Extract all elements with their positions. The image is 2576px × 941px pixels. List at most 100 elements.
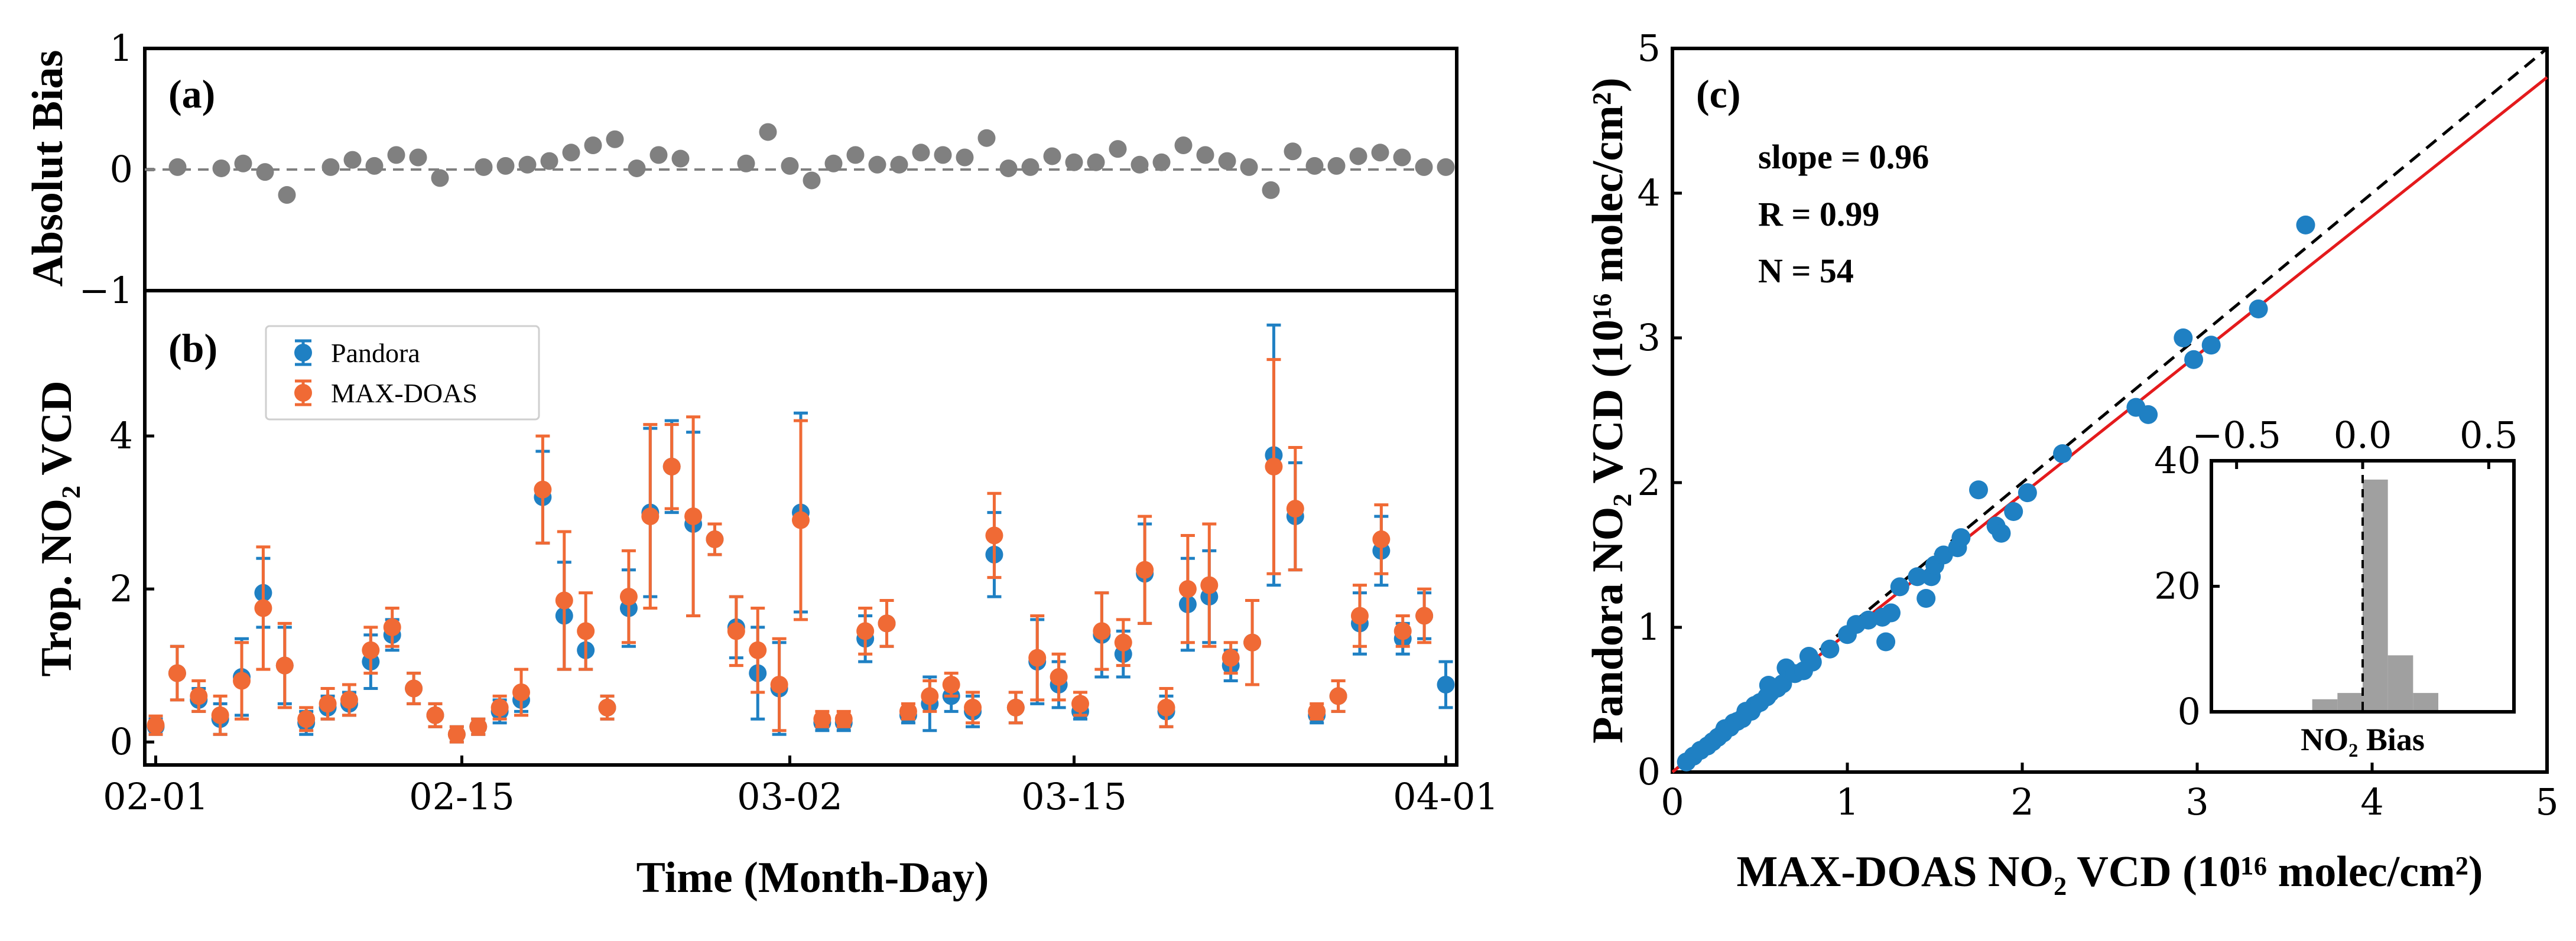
panel-c-label: (c) — [1696, 71, 1740, 116]
panel-a-label: (a) — [168, 71, 215, 116]
panel-b-y-tick-label: 2 — [110, 567, 133, 610]
correlation-point — [1934, 545, 1953, 565]
bias-point — [868, 155, 886, 174]
bias-point — [759, 123, 777, 141]
series-max-doas — [147, 358, 1434, 744]
inset-x-axis-label: NO₂ Bias — [2301, 722, 2425, 757]
vcd-point — [1350, 607, 1369, 625]
stat-n: N = 54 — [1758, 252, 1854, 290]
panel-b-x-tick-label: 02-01 — [103, 775, 209, 818]
vcd-point — [405, 679, 423, 698]
correlation-point — [1908, 567, 1927, 587]
legend-marker-max-doas — [294, 384, 312, 402]
vcd-point — [1028, 649, 1047, 667]
bias-point — [803, 171, 821, 190]
correlation-point — [2174, 328, 2193, 347]
vcd-point — [1308, 702, 1326, 721]
bias-point — [1131, 155, 1149, 174]
bias-point — [168, 158, 187, 176]
panel-b-frame — [143, 289, 1458, 767]
bias-point — [628, 159, 646, 177]
bias-point — [824, 154, 843, 172]
legend-entry-max-doas: MAX-DOAS — [294, 378, 477, 408]
bias-point — [212, 159, 230, 177]
panel-b-y-tick-label: 0 — [110, 720, 133, 763]
panel-c-correlation-scatter: 0 1 2 3 4 5 0 1 2 3 4 5 (c) slope = 0.96 R = 0.99 N… — [1584, 27, 2559, 896]
vcd-point — [1437, 676, 1455, 694]
panel-c-x-tick-label: 2 — [2010, 780, 2033, 823]
inset-x-tick-label: 0.0 — [2334, 413, 2392, 457]
vcd-point — [641, 507, 660, 526]
panel-a-y-tick-label: 1 — [110, 27, 133, 70]
vcd-point — [749, 641, 767, 659]
bias-point — [431, 169, 449, 187]
panel-b-x-tick-label: 03-02 — [737, 775, 843, 818]
vcd-point — [1136, 561, 1154, 579]
correlation-point — [2184, 350, 2204, 369]
legend-marker-pandora — [294, 344, 312, 362]
bias-point — [737, 154, 755, 172]
vcd-point — [190, 687, 208, 705]
vcd-point — [1114, 633, 1132, 652]
histogram-bar — [2337, 693, 2363, 712]
vcd-point — [319, 695, 337, 713]
bias-point — [1305, 157, 1324, 175]
correlation-point — [2004, 502, 2023, 521]
bias-point — [1043, 147, 1061, 165]
inset-y-tick-label: 40 — [2154, 439, 2201, 482]
vcd-point — [147, 716, 165, 734]
bias-point — [365, 157, 384, 175]
bias-histogram-inset: −0.5 0.0 0.5 0 20 40 NO₂ Bias — [2154, 413, 2518, 757]
panel-c-y-tick-label: 3 — [1638, 316, 1661, 359]
vcd-point — [1006, 698, 1025, 717]
panel-c-frame — [1671, 47, 2549, 774]
vcd-point — [921, 687, 939, 705]
bias-point — [649, 146, 668, 164]
vcd-point — [727, 622, 745, 640]
one-to-one-line — [1671, 47, 2548, 773]
bias-point — [1240, 158, 1258, 176]
bias-point — [387, 146, 405, 164]
bias-point — [1065, 153, 1083, 171]
vcd-point — [1393, 622, 1412, 640]
panel-b-y-axis-label: Trop. NO₂ VCD — [33, 380, 81, 676]
bias-point — [562, 144, 580, 162]
bias-point — [1349, 147, 1367, 165]
panel-b-x-axis-label: Time (Month-Day) — [636, 854, 989, 902]
vcd-point — [598, 698, 616, 717]
panel-c-x-tick-label: 4 — [2360, 780, 2383, 823]
vcd-point — [899, 702, 917, 721]
correlation-point — [1846, 615, 1866, 634]
vcd-point — [340, 691, 358, 709]
panel-b-x-tick-label: 02-15 — [409, 775, 515, 818]
panel-c-y-tick-label: 2 — [1638, 461, 1661, 504]
vcd-point — [813, 710, 831, 728]
vcd-point — [942, 676, 960, 694]
correlation-point — [1876, 632, 1896, 652]
inset-x-tick-label: −0.5 — [2192, 413, 2281, 457]
vcd-point — [1329, 687, 1347, 705]
bias-point — [1218, 152, 1236, 170]
correlation-point — [2201, 336, 2221, 355]
inset-y-tick-label: 20 — [2154, 565, 2201, 608]
bias-point — [1021, 158, 1040, 176]
panel-a-y-axis-label: Absolut Bias — [24, 50, 72, 287]
inset-y-tick-label: 0 — [2178, 690, 2201, 733]
correlation-point — [1802, 652, 1822, 672]
vcd-point — [1222, 649, 1240, 667]
panel-c-x-tick-label: 3 — [2185, 780, 2208, 823]
legend-label-pandora: Pandora — [331, 338, 420, 368]
vcd-point — [362, 641, 380, 659]
correlation-point — [2296, 215, 2315, 235]
panel-c-x-tick-label: 0 — [1661, 780, 1684, 823]
bias-point — [343, 151, 362, 169]
bias-point — [1109, 140, 1127, 158]
vcd-point — [512, 683, 531, 701]
legend-label-max-doas: MAX-DOAS — [331, 378, 477, 408]
bias-point — [956, 148, 974, 167]
bias-point — [999, 159, 1018, 177]
vcd-point — [619, 588, 638, 606]
bias-point — [540, 152, 558, 170]
correlation-point — [1820, 639, 1840, 659]
vcd-point — [383, 618, 401, 636]
